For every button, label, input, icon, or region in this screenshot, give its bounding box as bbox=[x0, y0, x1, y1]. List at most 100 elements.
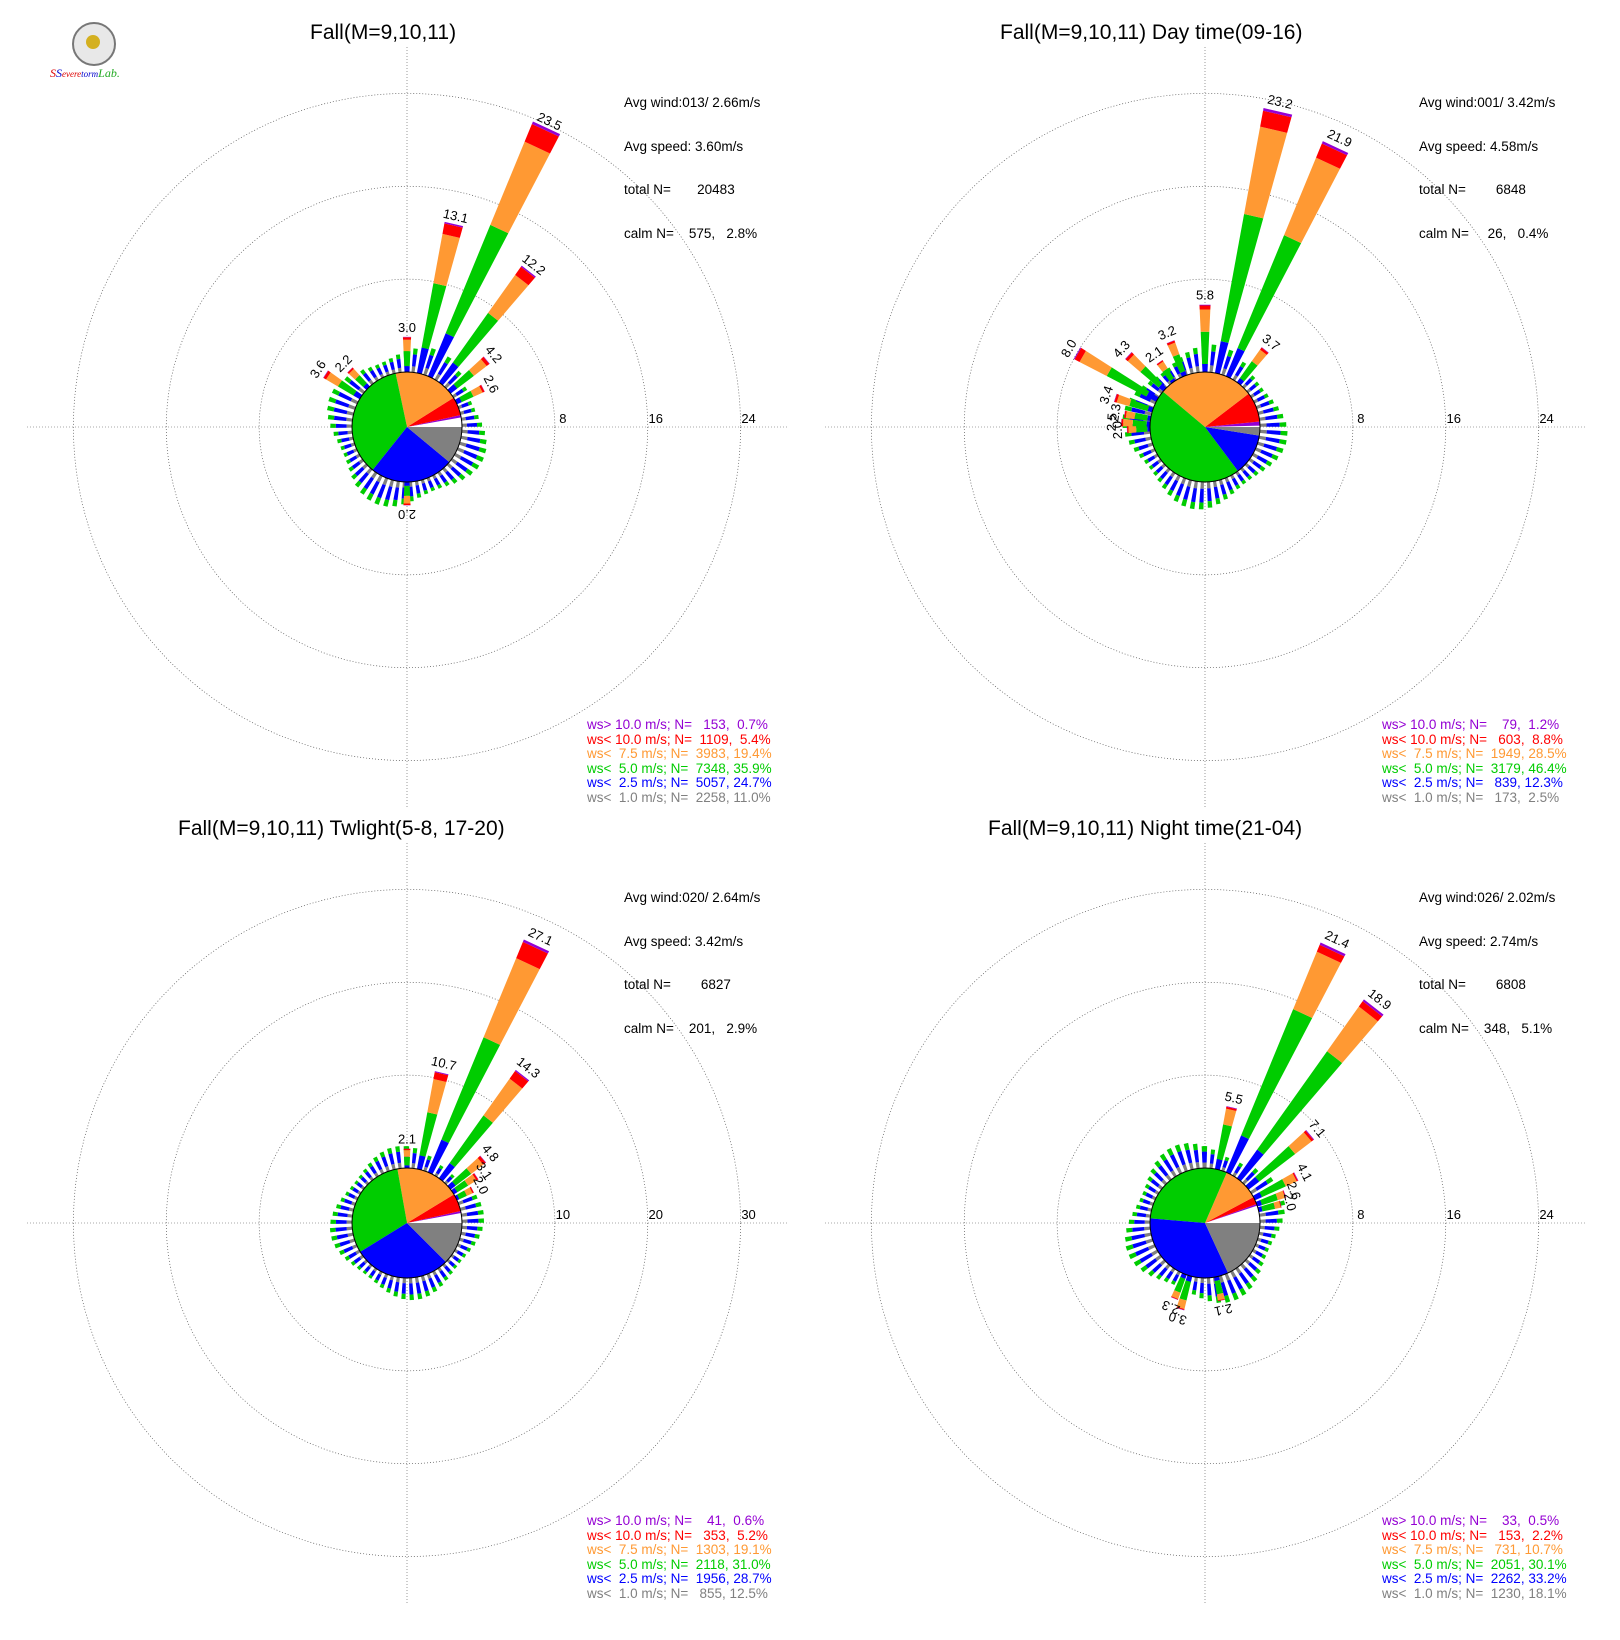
petal-segment-lt75 bbox=[1176, 1298, 1187, 1310]
rose-fringe-segment bbox=[1144, 1226, 1151, 1231]
rose-fringe-segment bbox=[1138, 443, 1149, 451]
rose-fringe-segment bbox=[417, 1293, 423, 1300]
rose-fringe-segment bbox=[1212, 480, 1218, 488]
petal-segment-lt5 bbox=[445, 224, 509, 338]
petal-segment-lt25 bbox=[1147, 426, 1151, 432]
petal-segment-lt10 bbox=[1156, 360, 1164, 366]
rose-fringe-segment bbox=[459, 441, 467, 447]
rose-fringe-segment bbox=[1128, 1219, 1135, 1224]
ring-tick-label: 8 bbox=[559, 411, 566, 426]
rose-fringe-segment bbox=[373, 1156, 379, 1163]
rose-fringe-segment bbox=[383, 499, 390, 507]
rose-fringe-segment bbox=[1263, 443, 1278, 451]
rose-fringe-segment bbox=[1199, 488, 1204, 503]
petal-segment-lt25 bbox=[416, 347, 429, 375]
petal-segment-lt75 bbox=[1275, 1190, 1286, 1201]
rose-fringe-segment bbox=[1136, 1212, 1147, 1218]
rose-fringe-segment bbox=[369, 1165, 377, 1175]
rose-fringe-segment bbox=[431, 1286, 438, 1293]
petal-segment-lt5 bbox=[1162, 368, 1174, 382]
rose-fringe-segment bbox=[1222, 493, 1228, 500]
calm-count: calm N= 348, 5.1% bbox=[1419, 1020, 1553, 1036]
ring-tick-label: 16 bbox=[1446, 1207, 1460, 1222]
rose-fringe-segment bbox=[1147, 1244, 1156, 1251]
rose-fringe-segment bbox=[1262, 1232, 1272, 1238]
rose-fringe-segment bbox=[1224, 1156, 1230, 1162]
rose-fringe-segment bbox=[443, 1275, 449, 1281]
rose-fringe-segment bbox=[1259, 465, 1266, 472]
petal-segment-gt10 bbox=[434, 1071, 449, 1076]
rose-fringe-segment bbox=[349, 1185, 355, 1191]
rose-fringe-segment bbox=[1187, 479, 1192, 487]
rose-fringe-segment bbox=[1180, 477, 1187, 485]
rose-fringe-segment bbox=[414, 480, 419, 486]
rose-fringe-segment bbox=[362, 1270, 368, 1275]
rose-fringe-segment bbox=[1250, 1187, 1258, 1195]
rose-fringe-segment bbox=[425, 354, 434, 370]
petal-segment-lt25 bbox=[404, 1165, 410, 1169]
rose-fringe-segment bbox=[1147, 455, 1156, 463]
petal-segment-gt10 bbox=[1156, 359, 1163, 365]
rose-fringe-segment bbox=[1254, 447, 1262, 453]
rose-fringe-segment bbox=[333, 415, 347, 422]
rose-fringe-segment bbox=[1142, 1199, 1151, 1205]
rose-fringe-segment bbox=[387, 1279, 393, 1289]
wind-rose-plot: 8 16 245.521.418.97.14.12.62.02.13.02.3 bbox=[825, 843, 1585, 1603]
petal-label: 2.3 bbox=[1160, 1297, 1182, 1318]
rose-fringe-segment bbox=[1265, 1177, 1274, 1185]
rose-fringe-segment bbox=[349, 380, 361, 391]
rose-fringe-segment bbox=[462, 1196, 473, 1204]
petal-segment-lt5 bbox=[441, 1037, 501, 1144]
ring-tick-label: 10 bbox=[556, 1207, 570, 1222]
petal-segment-lt25 bbox=[1245, 1176, 1260, 1190]
petal-segment-lt10 bbox=[1176, 1306, 1185, 1311]
rose-fringe-segment bbox=[430, 486, 436, 492]
rose-fringe-segment bbox=[1195, 366, 1200, 373]
rose-fringe-segment bbox=[1144, 1183, 1150, 1190]
range-ring bbox=[1056, 278, 1354, 576]
rose-fringe-segment bbox=[1255, 1250, 1264, 1258]
rose-fringe-segment bbox=[1150, 1168, 1157, 1175]
rose-fringe-segment bbox=[388, 357, 394, 363]
logo-text: SSeveretormLab. bbox=[50, 66, 120, 80]
petal-segment-gt10 bbox=[483, 356, 490, 364]
petal-segment-gt10 bbox=[1226, 1106, 1237, 1110]
rose-fringe-segment bbox=[1244, 378, 1253, 386]
petal-segment-lt5 bbox=[1129, 399, 1150, 412]
rose-fringe-segment bbox=[461, 417, 466, 421]
pie-outline bbox=[1149, 1167, 1261, 1279]
rose-fringe-segment bbox=[460, 1231, 466, 1236]
avg-wind: Avg wind:013/ 2.66m/s bbox=[624, 95, 761, 110]
rose-fringe-segment bbox=[420, 479, 425, 484]
petal-segment-gt10 bbox=[1199, 304, 1211, 306]
rose-fringe-segment bbox=[350, 1260, 356, 1266]
rose-fringe-segment bbox=[1259, 429, 1267, 434]
rose-fringe-segment bbox=[411, 1153, 417, 1164]
rose-fringe-segment bbox=[1276, 413, 1284, 419]
rose-fringe-segment bbox=[1223, 355, 1232, 370]
rose-fringe-segment bbox=[348, 404, 356, 410]
petal-segment-lt25 bbox=[451, 1187, 458, 1195]
rose-fringe-segment bbox=[461, 1219, 468, 1223]
petal-segment-gt10 bbox=[522, 939, 550, 954]
legend-item: ws< 5.0 m/s; N= 3179, 46.4% bbox=[1382, 760, 1567, 776]
rose-fringe-segment bbox=[445, 470, 455, 481]
rose-fringe-segment bbox=[379, 1168, 385, 1175]
petal-segment-lt10 bbox=[1282, 1190, 1286, 1198]
pie-slice-lt5 bbox=[352, 1168, 407, 1252]
petal-segment-lt10 bbox=[1316, 143, 1348, 169]
avg-wind: Avg wind:026/ 2.02m/s bbox=[1419, 890, 1556, 905]
legend: ws> 10.0 m/s; N= 153, 0.7% ws< 10.0 m/s; … bbox=[587, 717, 772, 805]
rose-fringe-segment bbox=[460, 435, 468, 441]
rose-fringe-segment bbox=[458, 473, 466, 481]
rose-fringe-segment bbox=[1193, 481, 1198, 489]
rose-fringe-segment bbox=[426, 1273, 432, 1279]
pie-slice-lt1 bbox=[407, 1223, 462, 1262]
rose-fringe-segment bbox=[1207, 501, 1213, 508]
rose-fringe-segment bbox=[349, 1238, 356, 1244]
rose-fringe-segment bbox=[465, 443, 480, 452]
petal-segment-gt10 bbox=[1293, 1172, 1299, 1181]
petal-label: 2.6 bbox=[481, 373, 503, 396]
pie-slice-gt10 bbox=[407, 414, 462, 427]
rose-fringe-segment bbox=[465, 1203, 477, 1210]
